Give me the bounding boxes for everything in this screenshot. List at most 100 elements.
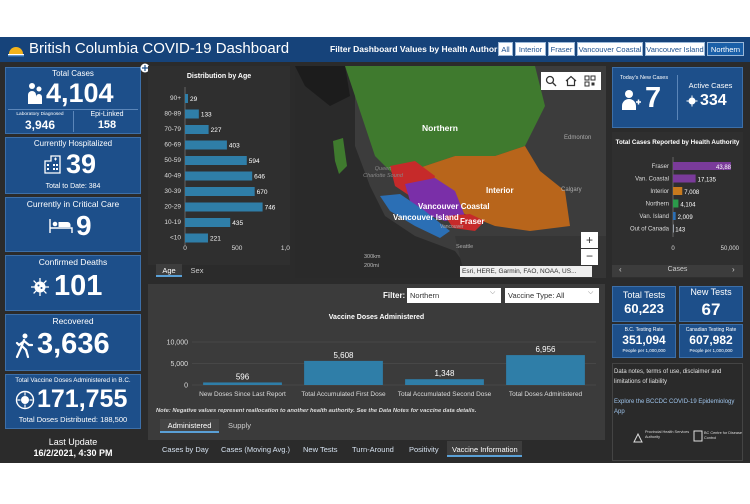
canada-rate-label: Canadian Testing Rate bbox=[685, 327, 737, 333]
bccdc-logo-icon bbox=[693, 430, 703, 442]
active-cases-label: Active Cases bbox=[688, 81, 733, 90]
ha-tick-label: Interior bbox=[650, 189, 669, 195]
age-x-tick-label: 500 bbox=[232, 245, 243, 252]
vaccine-bar bbox=[304, 360, 383, 385]
age-tick-label: 70-79 bbox=[164, 126, 181, 133]
total-tests-value: 60,223 bbox=[624, 301, 664, 316]
ha-prev-button[interactable]: ‹ bbox=[619, 265, 622, 274]
walking-person-icon bbox=[15, 333, 33, 359]
expand-icon[interactable] bbox=[140, 63, 150, 73]
authority-select[interactable]: Northern bbox=[407, 288, 501, 303]
vaccine-chart: 10,000 5,000 0 596 New Doses Since Last Repo… bbox=[167, 340, 596, 398]
vaccine-y-tick-label: 10,000 bbox=[167, 340, 189, 347]
authority-button-northern[interactable]: Northern bbox=[707, 42, 744, 56]
critical-care-card bbox=[5, 197, 141, 252]
tab-cases-by-day[interactable]: Cases by Day bbox=[162, 445, 209, 454]
zoom-out-button[interactable]: − bbox=[581, 249, 598, 265]
qr-code-icon[interactable] bbox=[584, 75, 596, 87]
new-tests-card bbox=[679, 286, 743, 322]
authority-button-interior[interactable]: Interior bbox=[515, 42, 546, 56]
tab-administered[interactable]: Administered bbox=[160, 419, 219, 433]
ha-bar bbox=[673, 174, 696, 183]
vaccine-distributed: Total Doses Distributed: 188,500 bbox=[18, 415, 128, 424]
bc-rate-unit: People per 1,000,000 bbox=[622, 348, 666, 353]
hospitalized-card bbox=[5, 137, 141, 194]
deaths-card bbox=[5, 255, 141, 311]
age-bar bbox=[185, 171, 253, 181]
ha-bar bbox=[673, 162, 731, 170]
age-chart-panel bbox=[148, 66, 290, 265]
tab-positivity[interactable]: Positivity bbox=[409, 445, 439, 454]
authority-button-all[interactable]: All bbox=[498, 42, 513, 56]
age-bar bbox=[185, 156, 247, 165]
vaccine-bar bbox=[506, 355, 585, 385]
tab-age[interactable]: Age bbox=[156, 264, 182, 277]
age-bar-label: 670 bbox=[257, 189, 268, 196]
age-bar bbox=[185, 109, 199, 119]
search-icon[interactable] bbox=[545, 75, 557, 87]
age-bar-label: 646 bbox=[254, 174, 265, 181]
map-attribution[interactable]: Esri, HERE, Garmin, FAO, NOAA, US... bbox=[460, 266, 592, 277]
age-x-tick-label: 1,000 bbox=[281, 245, 290, 252]
age-tick-label: 80-89 bbox=[164, 111, 181, 118]
hospitalized-value: 39 bbox=[66, 149, 97, 179]
ha-tick-label: Out of Canada bbox=[630, 227, 670, 233]
ha-next-button[interactable]: › bbox=[732, 265, 735, 274]
hospitalized-total: Total to Date: 384 bbox=[45, 183, 101, 190]
tab-turn-around[interactable]: Turn-Around bbox=[352, 445, 394, 454]
map-label-calgary: Calgary bbox=[561, 187, 582, 193]
authority-button-vancouver-coastal[interactable]: Vancouver Coastal bbox=[577, 42, 643, 56]
bc-rate-value: 351,094 bbox=[622, 333, 666, 347]
age-tick-label: <10 bbox=[170, 235, 181, 242]
ha-chart: Fraser 43,88 Van. Coastal 17,135 Interior 7,0… bbox=[630, 157, 740, 252]
age-chart-title: Distribution by Age bbox=[186, 73, 252, 80]
age-bar-label: 435 bbox=[232, 220, 243, 227]
age-bar bbox=[185, 140, 227, 150]
vaccine-note: Note: Negative values represent realloca… bbox=[156, 408, 477, 414]
age-bar-label: 221 bbox=[210, 236, 221, 243]
map-label-fraser: Fraser bbox=[460, 217, 485, 226]
tab-sex[interactable]: Sex bbox=[190, 266, 204, 275]
canada-rate-unit: People per 1,000,000 bbox=[689, 348, 733, 353]
map-label-seattle: Seattle bbox=[456, 244, 474, 250]
tab-cases-moving-avg[interactable]: Cases (Moving Avg.) bbox=[221, 445, 291, 454]
recovered-label: Recovered bbox=[52, 316, 94, 326]
vaccine-globe-icon bbox=[15, 390, 35, 410]
tab-supply[interactable]: Supply bbox=[228, 421, 251, 430]
vaccine-type-value: Vaccine Type: All bbox=[508, 291, 565, 300]
virus-icon bbox=[686, 95, 698, 107]
age-bar-label: 403 bbox=[229, 143, 240, 150]
tab-new-tests[interactable]: New Tests bbox=[303, 445, 338, 454]
authority-button-vancouver-island[interactable]: Vancouver Island bbox=[645, 42, 705, 56]
tab-vaccine-information[interactable]: Vaccine Information bbox=[452, 445, 518, 454]
age-x-tick-label: 0 bbox=[183, 245, 187, 252]
vaccine-x-tick-label: Total Doses Administered bbox=[509, 391, 583, 398]
notes-panel bbox=[612, 363, 743, 461]
chevron-down-icon: ⌵ bbox=[588, 289, 594, 296]
lab-diagnosed-label: Laboratory Diagnosed bbox=[16, 112, 64, 117]
divider bbox=[677, 75, 678, 120]
recovered-value: 3,636 bbox=[37, 328, 110, 360]
bc-logo-icon bbox=[8, 47, 24, 57]
map-label-queen-charlotte-sound: Queen Charlotte Sound bbox=[363, 166, 403, 179]
total-tests-label: Total Tests bbox=[622, 290, 666, 300]
authority-button-fraser[interactable]: Fraser bbox=[548, 42, 575, 56]
age-tick-label: 60-69 bbox=[164, 142, 181, 149]
ha-bar-label: 4,104 bbox=[680, 203, 696, 209]
epidemiology-app-link[interactable]: Explore the BCCDC COVID-19 Epidemiology … bbox=[614, 399, 735, 415]
home-icon[interactable] bbox=[565, 75, 577, 87]
vaccine-bar-label: 1,348 bbox=[434, 369, 455, 378]
zoom-in-button[interactable]: + bbox=[581, 232, 598, 248]
vaccine-type-select[interactable]: Vaccine Type: All bbox=[505, 288, 599, 303]
age-bar bbox=[185, 94, 189, 103]
map-panel[interactable]: Northern Interior Vancouver Coastal Vanc… bbox=[295, 66, 606, 278]
new-cases-label: Today's New Cases bbox=[619, 75, 669, 81]
vaccine-chart-title: Vaccine Doses Administered bbox=[328, 314, 425, 321]
critical-care-label: Currently in Critical Care bbox=[26, 199, 120, 209]
vaccine-bar-label: 5,608 bbox=[333, 351, 354, 360]
vaccine-label: Total Vaccine Doses Administered in B.C. bbox=[15, 377, 131, 384]
data-notes-link[interactable]: Data notes, terms of use, disclaimer and… bbox=[614, 369, 722, 385]
vaccine-bar bbox=[405, 379, 484, 385]
ha-bar-label: 43,88 bbox=[716, 165, 732, 171]
age-bar-label: 29 bbox=[190, 96, 198, 103]
